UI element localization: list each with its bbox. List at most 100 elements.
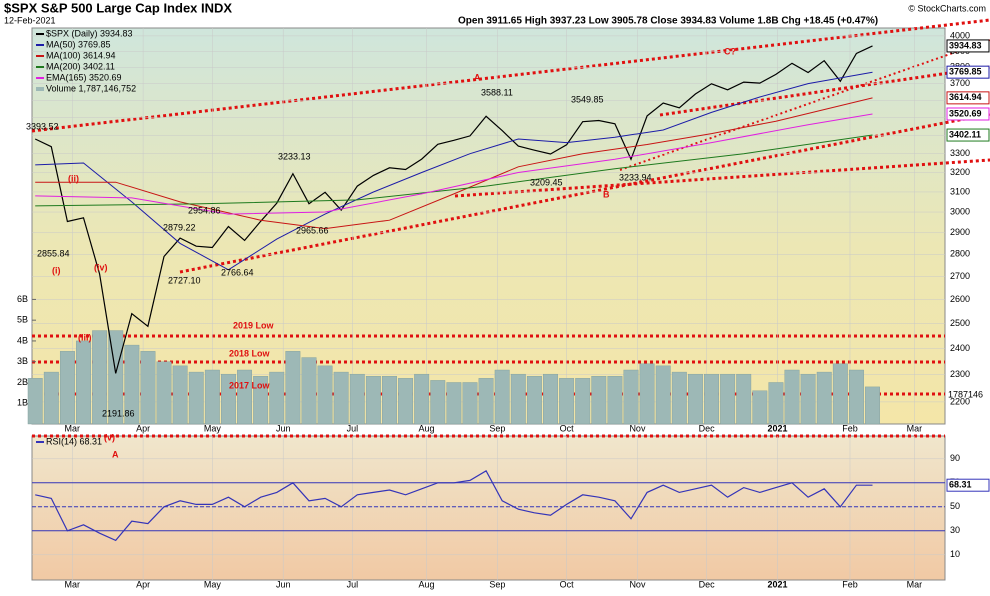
last-value-bg [946, 478, 990, 492]
volume-bar [526, 376, 542, 425]
y-tick-label: 3700 [950, 78, 970, 88]
volume-bar [559, 378, 575, 425]
x-tick-label: Nov [629, 423, 646, 433]
volume-bar [784, 369, 800, 425]
last-value-box: 3402.11 [946, 128, 990, 142]
last-value-label: 3614.94 [949, 92, 982, 102]
volume-bar [188, 371, 204, 425]
y-tick-label: 2500 [950, 318, 970, 328]
last-value-label: 68.31 [949, 480, 972, 490]
volume-bar [639, 363, 655, 425]
volume-last-label: 1787146 [948, 389, 983, 399]
x-tick-label: Aug [418, 423, 434, 433]
volume-bar [800, 373, 816, 425]
x-tick-label: Apr [136, 423, 150, 433]
annotation: (v) [104, 432, 115, 442]
last-value-label: 3934.83 [949, 40, 982, 50]
series-line [35, 469, 873, 542]
series-line [35, 134, 873, 207]
volume-bar [156, 361, 172, 425]
title: $SPX S&P 500 Large Cap Index INDX [4, 0, 232, 15]
x-tick-label: Jun [276, 423, 291, 433]
annotation: 2855.84 [37, 248, 70, 258]
volume-bar [204, 369, 220, 425]
x-tick-label: Mar [65, 423, 81, 433]
x-tick-label: Feb [842, 579, 858, 589]
volume-bar [349, 373, 365, 425]
last-value-box: 3934.83 [946, 39, 990, 53]
volume-tick-label: 4B [17, 335, 28, 345]
volume-bar [865, 386, 880, 425]
last-value-bg [946, 91, 990, 105]
annotation: 3588.11 [481, 87, 513, 97]
x-tick-label: Jul [347, 423, 359, 433]
x-tick-label: Mar [907, 423, 923, 433]
y-tick-label: 3200 [950, 167, 970, 177]
legend-entry: MA(50) 3769.85 [46, 39, 111, 49]
x-tick-label: 2021 [768, 423, 788, 433]
x-tick-label: Sep [489, 579, 505, 589]
last-value-bg [946, 128, 990, 142]
volume-bar [607, 376, 623, 425]
last-value-box: 3769.85 [946, 65, 990, 79]
annotation: C? [724, 46, 736, 56]
volume-bar [671, 371, 687, 425]
x-tick-label: Aug [418, 579, 434, 589]
y-tick-label: 2800 [950, 249, 970, 259]
volume-bar [398, 378, 414, 425]
x-tick-label: Jul [347, 579, 359, 589]
annotation: 2879.22 [163, 222, 196, 232]
last-value-bg [946, 107, 990, 121]
last-value-box: 3614.94 [946, 91, 990, 105]
date: 12-Feb-2021 [4, 15, 56, 25]
last-value-bg [946, 65, 990, 79]
volume-bar [704, 373, 719, 425]
volume-bar [92, 330, 108, 425]
x-tick-label: Nov [629, 579, 646, 589]
annotation: 2766.64 [221, 267, 254, 277]
x-tick-label: Mar [65, 579, 81, 589]
volume-bar [76, 340, 91, 425]
annotation: 3209.45 [530, 177, 563, 187]
volume-bar [816, 371, 832, 425]
y-tick-label: 3100 [950, 186, 970, 196]
last-value-label: 3520.69 [949, 108, 982, 118]
volume-bar [172, 365, 188, 425]
y-tick-label: 3000 [950, 206, 970, 216]
volume-bar [301, 357, 317, 425]
y-tick-label: 2600 [950, 294, 970, 304]
volume-bar [848, 369, 864, 425]
annotation: (ii) [68, 173, 79, 183]
volume-bar [655, 365, 671, 425]
annotation: 2727.10 [168, 275, 201, 285]
y-tick-label: 2300 [950, 369, 970, 379]
volume-bar [124, 344, 140, 425]
y-tick-label: 2400 [950, 343, 970, 353]
x-tick-label: Dec [699, 423, 716, 433]
credit: © StockCharts.com [908, 3, 986, 13]
volume-bar [221, 373, 236, 425]
y-tick-label: 2200 [950, 396, 970, 406]
x-tick-label: May [204, 423, 222, 433]
volume-bar [752, 390, 768, 425]
series-line [35, 97, 873, 230]
volume-bar [494, 369, 510, 425]
annotation: 2191.86 [102, 408, 135, 418]
last-value-bg [946, 39, 990, 53]
volume-bar [140, 351, 156, 425]
annotation: 2965.66 [296, 225, 329, 235]
volume-bar [269, 371, 285, 425]
x-tick-label: May [204, 579, 222, 589]
volume-bar [382, 376, 397, 425]
y-tick-label: 90 [950, 453, 960, 463]
y-tick-label: 3300 [950, 148, 970, 158]
volume-tick-label: 2B [17, 377, 28, 387]
volume-tick-label: 1B [17, 398, 28, 408]
volume-bar [736, 373, 752, 425]
volume-bar [430, 380, 446, 425]
y-tick-label: 30 [950, 525, 960, 535]
y-tick-label: 50 [950, 501, 960, 511]
volume-bar [591, 376, 607, 425]
quote: Open 3911.65 High 3937.23 Low 3905.78 Cl… [458, 16, 878, 27]
volume-bar [687, 373, 703, 425]
